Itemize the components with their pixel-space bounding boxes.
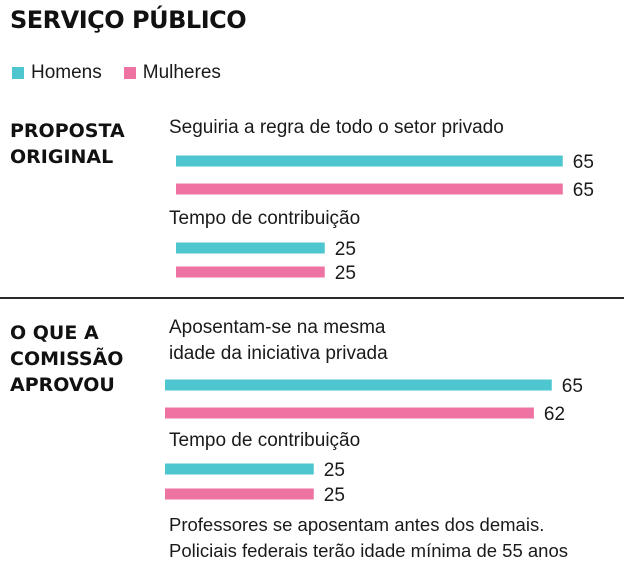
value-label-mulheres-group-1: 65	[573, 180, 594, 201]
bar-mulheres-group-3	[165, 407, 534, 419]
bar-homens-group-4	[165, 463, 314, 475]
category-label-tempo-contribuicao-original: Tempo de contribuição	[169, 208, 361, 229]
value-label-mulheres-group-4: 25	[324, 485, 345, 506]
value-label-mulheres-group-2: 25	[335, 263, 356, 284]
legend-item-homens: Homens	[12, 62, 102, 84]
value-label-homens-group-2: 25	[335, 239, 356, 260]
category-label-regra-setor-privado: Seguiria a regra de todo o setor privado	[169, 117, 504, 138]
section-label-proposta-original: PROPOSTA ORIGINAL	[10, 120, 125, 168]
bar-mulheres-group-1	[176, 183, 563, 195]
chart-title: SERVIÇO PÚBLICO	[10, 6, 247, 34]
footnote: Professores se aposentam antes dos demai…	[169, 514, 569, 561]
section-label-comissao-aprovou: O QUE A COMISSÃO APROVOU	[10, 322, 124, 396]
legend-item-mulheres: Mulheres	[123, 62, 221, 84]
legend: Homens Mulheres	[12, 62, 243, 84]
value-label-homens-group-1: 65	[573, 152, 594, 173]
category-label-mesma-idade-iniciativa-privada: Aposentam-se na mesma idade da iniciativ…	[169, 317, 388, 364]
legend-label-mulheres: Mulheres	[142, 62, 221, 83]
section-divider	[0, 297, 624, 299]
legend-label-homens: Homens	[31, 62, 102, 83]
bar-mulheres-group-4	[165, 488, 314, 500]
bar-homens-group-2	[176, 242, 325, 254]
bar-homens-group-1	[176, 155, 563, 167]
bar-homens-group-3	[165, 379, 552, 391]
value-label-homens-group-4: 25	[324, 460, 345, 481]
bar-mulheres-group-2	[176, 266, 325, 278]
legend-swatch-homens	[12, 67, 24, 79]
value-label-homens-group-3: 65	[562, 376, 583, 397]
category-label-tempo-contribuicao-aprovado: Tempo de contribuição	[169, 430, 361, 451]
legend-swatch-mulheres	[123, 67, 136, 79]
value-label-mulheres-group-3: 62	[544, 404, 565, 425]
